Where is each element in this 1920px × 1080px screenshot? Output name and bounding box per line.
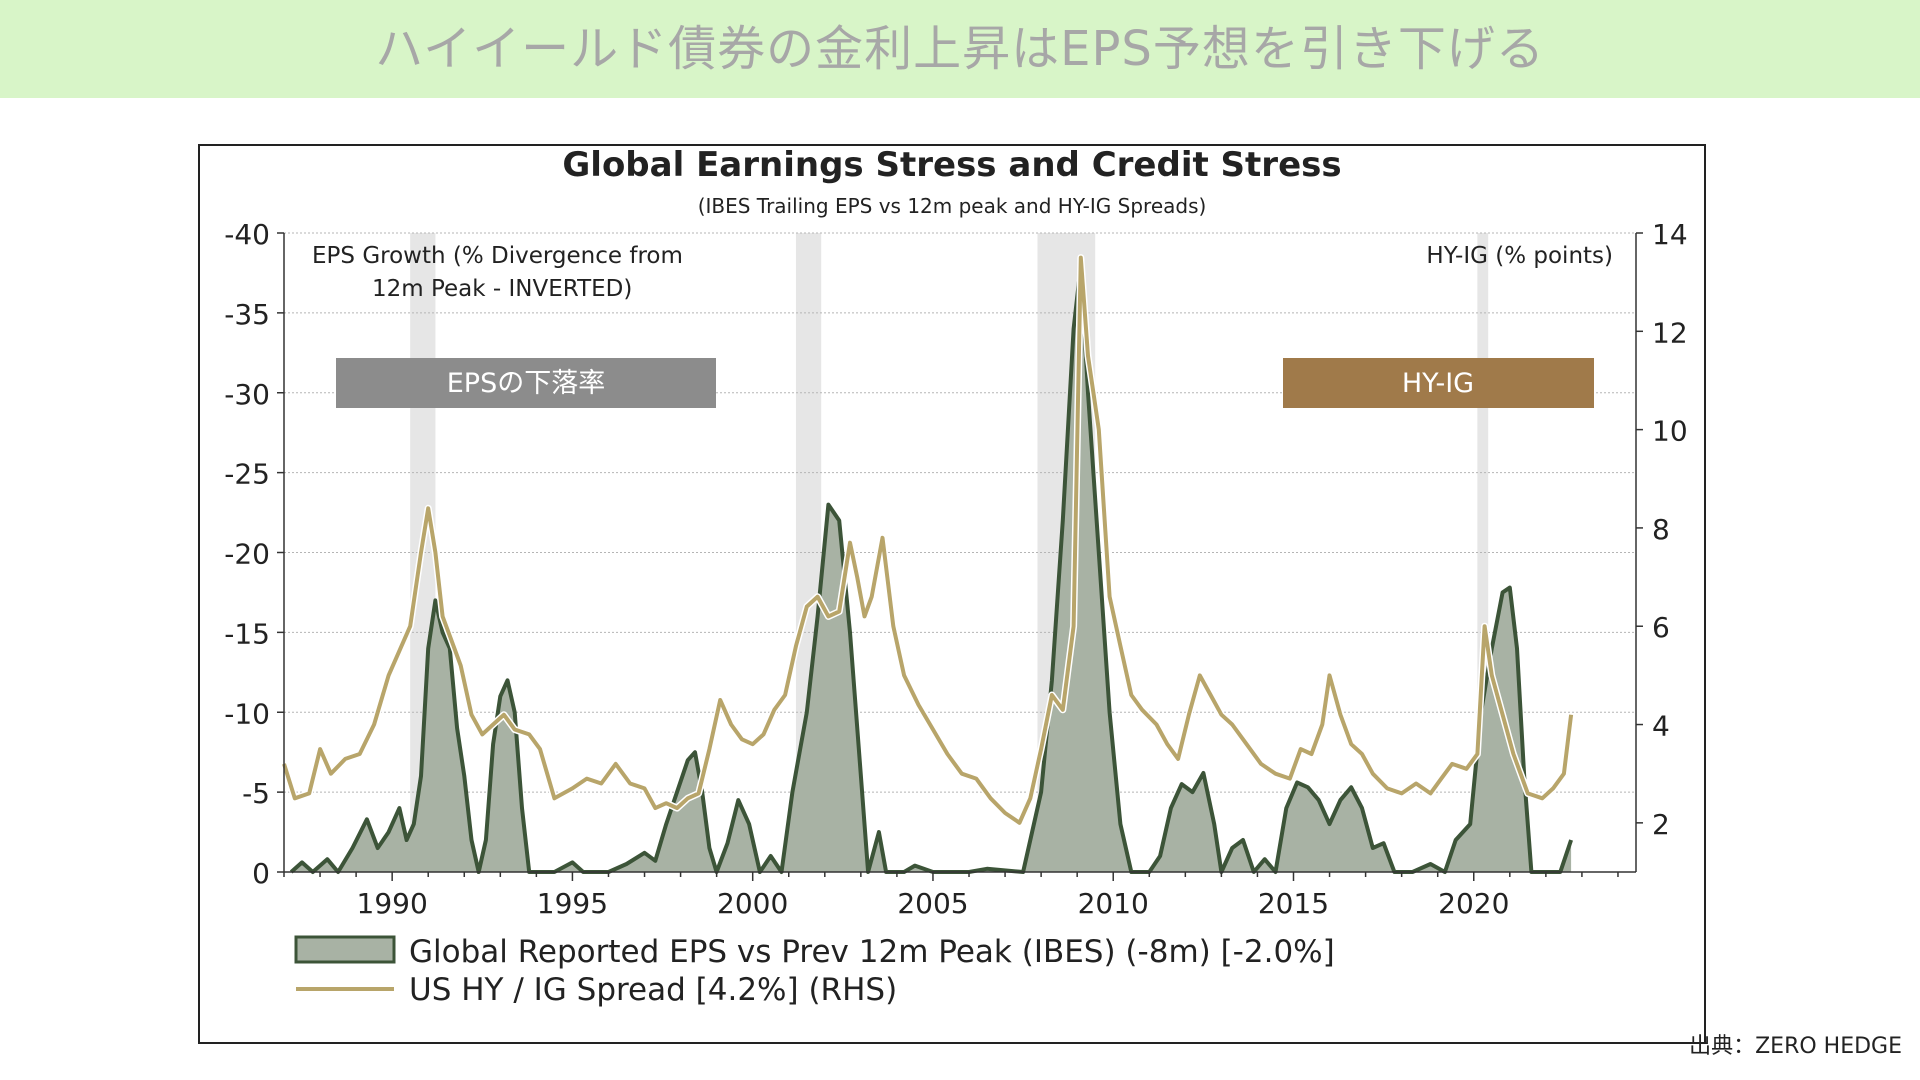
right-tick-label: 12 — [1652, 316, 1688, 349]
badge-eps-decline: EPSの下落率 — [336, 358, 716, 408]
legend-swatch-eps — [294, 935, 396, 964]
left-tick-label: -15 — [224, 617, 270, 650]
x-tick-label: 1990 — [357, 887, 428, 920]
x-tick-label: 2020 — [1438, 887, 1509, 920]
right-tick-label: 2 — [1652, 808, 1670, 841]
badge-eps-decline-bg — [336, 358, 716, 408]
source-credit: 出典：ZERO HEDGE — [1689, 1034, 1902, 1059]
left-tick-label: -10 — [224, 697, 270, 730]
badge-hy-ig: HY-IG — [1283, 358, 1594, 408]
gridlines — [284, 232, 1636, 793]
right-tick-label: 8 — [1652, 513, 1670, 546]
hy-ig-line-halo — [280, 254, 1575, 827]
page-title: ハイイールド債券の金利上昇はEPS予想を引き下げる — [375, 21, 1545, 77]
x-tick-label: 2010 — [1078, 887, 1149, 920]
left-axis-label-line1: EPS Growth (% Divergence from — [312, 243, 683, 269]
badge-hy-ig-label: HY-IG — [1402, 368, 1474, 399]
left-tick-label: -40 — [224, 218, 270, 251]
left-tick-label: -30 — [224, 378, 270, 411]
eps-series — [289, 263, 1573, 874]
x-tick-label: 2005 — [897, 887, 968, 920]
left-axis-label-line2: 12m Peak - INVERTED) — [372, 276, 632, 302]
x-tick-label: 2015 — [1258, 887, 1329, 920]
right-tick-label: 4 — [1652, 710, 1670, 743]
header-banner: ハイイールド債券の金利上昇はEPS予想を引き下げる — [0, 0, 1920, 98]
right-tick-label: 6 — [1652, 611, 1670, 644]
tick-labels: -40 -35 -30 -25 -20 -15 -10 -5 0 14 12 10 8 6 4 2 1990 19… — [224, 218, 1687, 920]
recession-band-3 — [1477, 233, 1489, 872]
badge-hy-ig-bg — [1283, 358, 1594, 408]
legend-label-eps: Global Reported EPS vs Prev 12m Peak (IB… — [409, 934, 1335, 970]
left-tick-label: 0 — [252, 857, 270, 890]
x-tick-label: 1995 — [537, 887, 608, 920]
x-tick-label: 2000 — [717, 887, 788, 920]
left-tick-label: -35 — [224, 298, 270, 331]
legend-label-hy: US HY / IG Spread [4.2%] (RHS) — [409, 972, 897, 1008]
eps-area-outline — [289, 263, 1573, 874]
chart-frame — [198, 144, 1706, 1044]
legend: Global Reported EPS vs Prev 12m Peak (IB… — [294, 934, 1335, 1008]
hy-ig-series — [280, 254, 1575, 827]
right-tick-label: 14 — [1652, 218, 1688, 251]
hy-ig-line — [282, 255, 1574, 825]
chart-subtitle: (IBES Trailing EPS vs 12m peak and HY-IG… — [698, 194, 1207, 218]
left-tick-label: -25 — [224, 458, 270, 491]
right-tick-label: 10 — [1652, 415, 1688, 448]
badge-eps-decline-label: EPSの下落率 — [447, 368, 605, 399]
left-tick-label: -20 — [224, 538, 270, 571]
right-axis-label: HY-IG (% points) — [1426, 243, 1613, 269]
left-tick-label: -5 — [242, 777, 270, 810]
eps-area-fill — [291, 265, 1572, 872]
chart-title: Global Earnings Stress and Credit Stress — [562, 145, 1341, 185]
